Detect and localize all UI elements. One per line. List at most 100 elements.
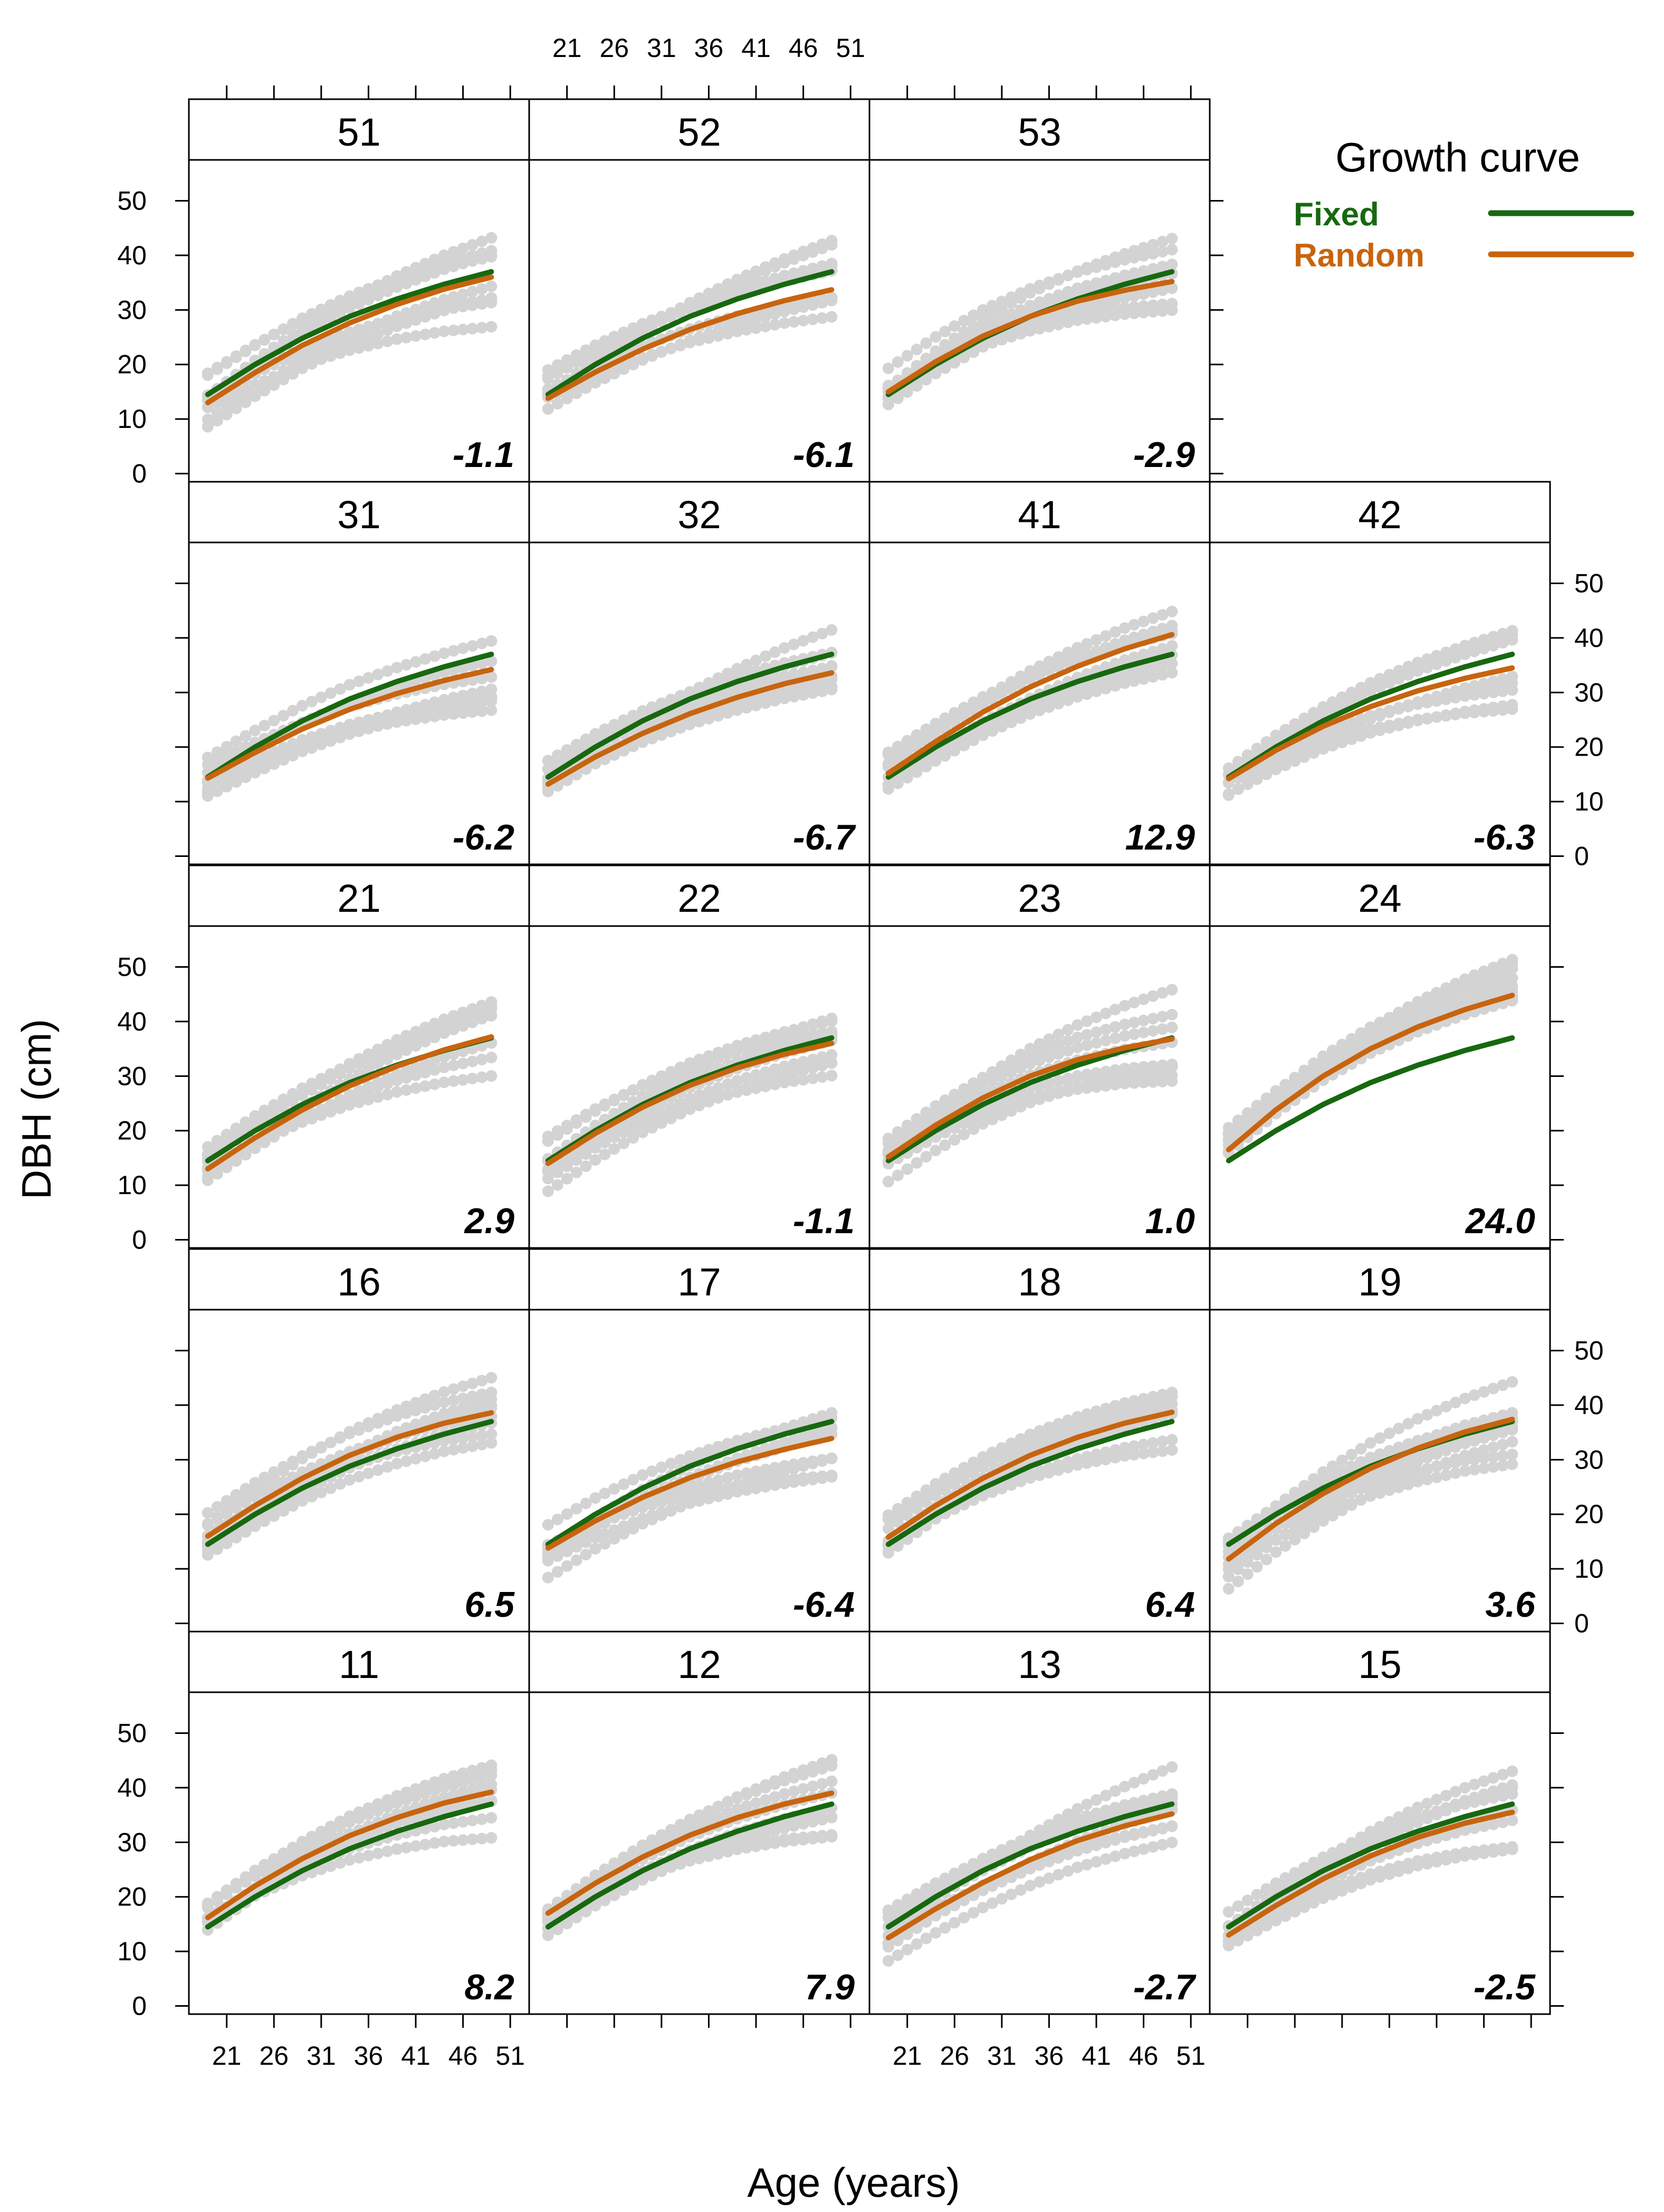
- observation-point: [419, 653, 431, 665]
- observation-point: [372, 290, 384, 302]
- observation-point: [901, 1119, 913, 1131]
- observation-point: [627, 740, 639, 752]
- observation-point: [438, 293, 450, 306]
- observation-point: [1232, 1557, 1244, 1569]
- observation-point: [1147, 1013, 1159, 1025]
- observation-point: [722, 1078, 734, 1090]
- observation-point: [646, 1510, 658, 1521]
- observation-point: [334, 1063, 346, 1075]
- observation-point: [438, 1396, 450, 1408]
- observation-point: [939, 326, 951, 338]
- observation-point: [788, 1434, 800, 1446]
- observation-point: [1421, 994, 1433, 1006]
- observation-point: [759, 697, 771, 709]
- observation-point: [1374, 1432, 1386, 1444]
- observation-point: [1449, 983, 1461, 994]
- observation-point: [400, 278, 413, 290]
- observation-point: [684, 300, 696, 312]
- observation-point: [599, 1528, 611, 1540]
- observation-point: [1015, 1048, 1027, 1061]
- observation-point: [1326, 1044, 1338, 1056]
- observation-point: [996, 1109, 1008, 1121]
- observation-point: [1478, 980, 1490, 993]
- observation-point: [1072, 642, 1084, 654]
- observation-point: [1336, 1490, 1348, 1502]
- observation-point: [259, 1471, 271, 1483]
- observation-point: [788, 1458, 800, 1470]
- observation-point: [428, 700, 441, 712]
- observation-point: [1128, 307, 1140, 319]
- observation-point: [1109, 1834, 1121, 1846]
- observation-point: [1137, 1015, 1150, 1026]
- observation-point: [693, 682, 705, 693]
- observation-point: [949, 1467, 961, 1479]
- observation-point: [305, 1830, 318, 1843]
- observation-point: [1298, 1519, 1311, 1531]
- observation-point: [419, 263, 431, 275]
- observation-point: [466, 285, 479, 298]
- observation-point: [551, 359, 563, 371]
- observation-point: [986, 1897, 998, 1909]
- observation-point: [826, 1775, 838, 1787]
- observation-point: [750, 678, 762, 690]
- observation-point: [476, 705, 488, 717]
- observation-point: [447, 1394, 460, 1406]
- observation-point: [1118, 1847, 1131, 1860]
- observation-point: [1118, 1069, 1131, 1081]
- observation-point: [1005, 679, 1017, 691]
- observation-point: [1326, 1055, 1338, 1067]
- observation-point: [400, 1044, 413, 1056]
- observation-point: [1497, 700, 1509, 712]
- observation-point: [551, 367, 563, 379]
- observation-point: [1034, 1876, 1046, 1888]
- observation-point: [466, 1055, 479, 1067]
- observation-point: [570, 1554, 582, 1566]
- observation-point: [221, 1887, 233, 1899]
- observation-point: [949, 1134, 961, 1146]
- observation-point: [778, 1436, 790, 1448]
- observation-point: [485, 1437, 498, 1449]
- observation-point: [259, 1486, 271, 1498]
- observation-point: [362, 672, 375, 684]
- observation-point: [381, 1461, 394, 1473]
- observation-point: [211, 1513, 223, 1525]
- observation-point: [240, 730, 252, 742]
- observation-point: [447, 697, 460, 709]
- observation-point: [1497, 975, 1509, 987]
- observation-point: [920, 724, 932, 736]
- observation-point: [788, 668, 800, 680]
- observation-point: [428, 1064, 441, 1076]
- observation-point: [1137, 664, 1150, 676]
- observation-point: [353, 1471, 365, 1483]
- observation-point: [1355, 1443, 1367, 1455]
- observation-point: [230, 1882, 242, 1894]
- observation-point: [1431, 690, 1442, 702]
- observation-point: [381, 316, 394, 328]
- observation-point: [1128, 1777, 1140, 1789]
- observation-point: [1326, 1494, 1338, 1506]
- observation-point: [1005, 1054, 1017, 1066]
- observation-point: [466, 239, 479, 251]
- observation-point: [1364, 1437, 1376, 1449]
- observation-point: [759, 1836, 771, 1848]
- observation-point: [438, 698, 450, 710]
- observation-point: [1478, 643, 1490, 654]
- observation-point: [788, 1768, 800, 1779]
- observation-point: [750, 699, 762, 711]
- observation-point: [381, 285, 394, 298]
- observation-point: [816, 312, 828, 324]
- observation-point: [807, 1413, 819, 1425]
- observation-point: [958, 739, 970, 751]
- observation-point: [476, 1429, 488, 1442]
- observation-point: [1109, 256, 1121, 268]
- observation-point: [693, 1818, 705, 1830]
- observation-point: [665, 1067, 677, 1080]
- observation-point: [712, 1490, 724, 1502]
- observation-point: [466, 1440, 479, 1452]
- observation-point: [259, 1515, 271, 1527]
- observation-point: [1109, 1400, 1121, 1412]
- observation-point: [457, 1074, 469, 1086]
- observation-point: [1166, 1061, 1178, 1073]
- observation-point: [466, 1377, 479, 1389]
- observation-point: [1412, 1475, 1424, 1488]
